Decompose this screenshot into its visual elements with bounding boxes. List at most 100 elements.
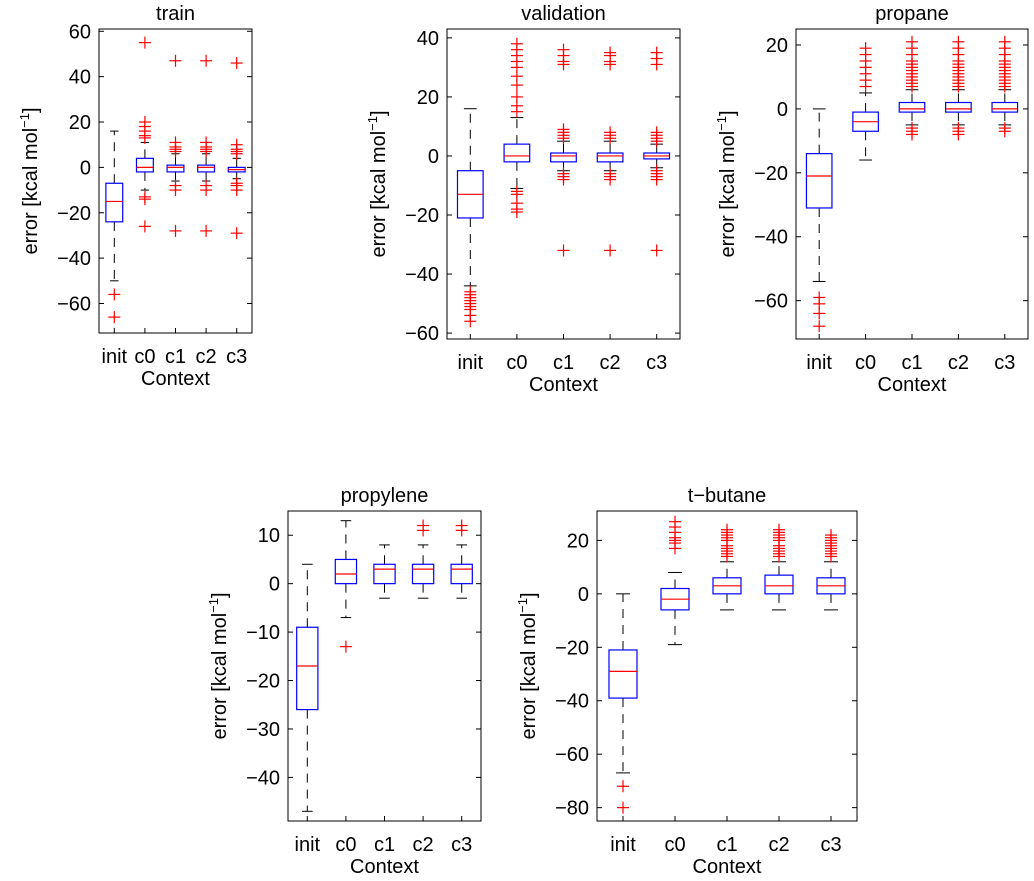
x-tick-label: c3 xyxy=(451,834,472,856)
x-axis-label: Context xyxy=(693,856,762,878)
y-tick-label: 0 xyxy=(269,574,280,596)
y-tick-label: −40 xyxy=(405,264,439,286)
iqr-box xyxy=(135,157,154,173)
y-tick-label: 20 xyxy=(69,112,91,134)
outlier-point xyxy=(339,640,352,653)
box-c2 xyxy=(945,35,972,141)
box-c0 xyxy=(503,37,531,219)
outlier-point xyxy=(773,550,785,563)
box-c3 xyxy=(227,57,246,240)
panel-title: train xyxy=(156,3,195,25)
y-axis-label-superscript: −1 xyxy=(515,598,530,613)
y-tick-label: −20 xyxy=(57,203,91,225)
box-c3 xyxy=(991,35,1019,138)
x-tick-label: init xyxy=(610,834,636,856)
box-init xyxy=(456,108,484,328)
box-c0 xyxy=(334,520,358,653)
y-tick-label: −10 xyxy=(246,622,280,644)
iqr-box xyxy=(608,649,638,699)
y-axis-label-suffix: ] xyxy=(368,110,390,116)
y-axis-label: error [kcal mol−1] xyxy=(206,592,231,739)
x-tick-label: c1 xyxy=(716,834,737,856)
outlier-point xyxy=(230,184,243,197)
box-c1 xyxy=(898,35,926,141)
outlier-point xyxy=(604,244,617,257)
y-axis-label: error [kcal mol−1] xyxy=(714,110,739,257)
y-tick-label: −30 xyxy=(246,719,280,741)
y-axis-label-main: error [kcal mol xyxy=(368,131,390,258)
outlier-point xyxy=(604,58,617,71)
outlier-point xyxy=(650,173,663,186)
panel-title: propylene xyxy=(341,485,429,507)
outlier-point xyxy=(138,220,151,233)
box-c1 xyxy=(550,43,577,257)
y-tick-label: 0 xyxy=(578,584,589,606)
box-c2 xyxy=(411,519,435,599)
outlier-point xyxy=(464,315,477,328)
y-tick-label: 40 xyxy=(69,67,91,89)
y-tick-label: −60 xyxy=(405,323,439,345)
x-tick-label: init xyxy=(102,346,128,368)
outlier-point xyxy=(617,801,629,814)
outlier-point xyxy=(650,135,663,148)
x-tick-label: c0 xyxy=(855,352,876,374)
y-axis-label-superscript: −1 xyxy=(365,116,380,131)
outlier-point xyxy=(952,80,965,93)
outlier-point xyxy=(825,550,837,563)
panel-3: −40 −30 −20 −10 0 10 init c0 c1 c2 c3 propylene Cont… xyxy=(206,485,482,878)
y-tick-label: 40 xyxy=(417,28,439,50)
y-tick-label: −40 xyxy=(555,691,589,713)
outlier-point xyxy=(230,57,243,70)
outlier-point xyxy=(108,288,121,301)
x-tick-label: c1 xyxy=(901,352,922,374)
x-tick-label: c0 xyxy=(335,834,356,856)
iqr-box xyxy=(334,558,358,585)
y-tick-label: −60 xyxy=(555,744,589,766)
outlier-point xyxy=(230,227,243,240)
box-c2 xyxy=(197,54,216,237)
iqr-box xyxy=(898,101,926,113)
outlier-point xyxy=(650,244,663,257)
outlier-point xyxy=(557,173,570,186)
x-tick-label: c1 xyxy=(165,346,186,368)
box-c1 xyxy=(166,54,185,237)
panel-title: validation xyxy=(521,3,606,25)
x-axis-label: Context xyxy=(529,374,598,396)
outlier-point xyxy=(510,79,523,92)
y-tick-label: 60 xyxy=(69,21,91,43)
panel-4: −80 −60 −40 −20 0 20 init c0 c1 c2 c3 t−butane Conte… xyxy=(515,485,858,878)
y-tick-label: 20 xyxy=(417,87,439,109)
x-tick-label: init xyxy=(806,352,832,374)
iqr-box xyxy=(373,563,396,585)
x-tick-label: init xyxy=(295,834,321,856)
panel-2: −60 −40 −20 0 20 init c0 c1 c2 c3 propane Context er… xyxy=(714,3,1029,396)
y-axis-label-main: error [kcal mol xyxy=(20,128,42,255)
y-tick-label: −20 xyxy=(246,671,280,693)
outlier-point xyxy=(557,132,570,145)
x-tick-label: init xyxy=(458,352,484,374)
outlier-point xyxy=(200,184,213,197)
panel-1: −60 −40 −20 0 20 40 init c0 c1 c2 c3 validation Cont… xyxy=(365,3,681,396)
x-tick-label: c0 xyxy=(134,346,155,368)
iqr-box xyxy=(991,101,1019,113)
y-axis-label-main: error [kcal mol xyxy=(717,131,739,258)
y-tick-label: 10 xyxy=(258,525,280,547)
outlier-point xyxy=(108,311,121,324)
box-c3 xyxy=(450,519,473,599)
x-tick-label: c0 xyxy=(506,352,527,374)
y-axis-label-suffix: ] xyxy=(717,110,739,116)
y-tick-label: 20 xyxy=(766,35,788,57)
outlier-point xyxy=(813,320,826,333)
box-init xyxy=(805,108,833,333)
iqr-box xyxy=(805,153,833,209)
panel-title: t−butane xyxy=(688,485,766,507)
iqr-box xyxy=(105,182,124,223)
x-tick-label: c3 xyxy=(226,346,247,368)
x-tick-label: c3 xyxy=(646,352,667,374)
y-axis-label-main: error [kcal mol xyxy=(518,613,540,740)
iqr-box xyxy=(945,101,972,113)
box-c2 xyxy=(596,46,624,257)
y-axis-label-superscript: −1 xyxy=(206,598,221,613)
box-c0 xyxy=(852,42,879,161)
outlier-point xyxy=(721,550,733,563)
